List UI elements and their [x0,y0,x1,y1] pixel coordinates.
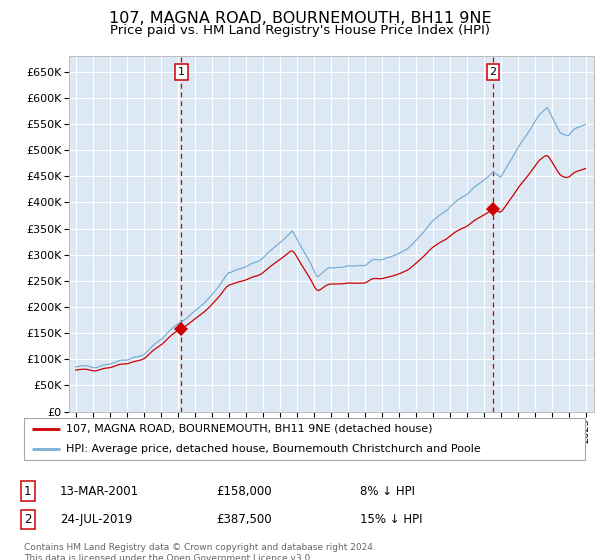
Text: Contains HM Land Registry data © Crown copyright and database right 2024.
This d: Contains HM Land Registry data © Crown c… [24,543,376,560]
Text: £158,000: £158,000 [216,484,272,498]
Text: 13-MAR-2001: 13-MAR-2001 [60,484,139,498]
Text: 8% ↓ HPI: 8% ↓ HPI [360,484,415,498]
Text: 24-JUL-2019: 24-JUL-2019 [60,513,133,526]
Text: 1: 1 [24,484,31,498]
Text: 2: 2 [490,67,497,77]
Text: 1: 1 [178,67,185,77]
Text: £387,500: £387,500 [216,513,272,526]
Text: 107, MAGNA ROAD, BOURNEMOUTH, BH11 9NE (detached house): 107, MAGNA ROAD, BOURNEMOUTH, BH11 9NE (… [66,424,433,434]
Text: HPI: Average price, detached house, Bournemouth Christchurch and Poole: HPI: Average price, detached house, Bour… [66,444,481,454]
Text: Price paid vs. HM Land Registry's House Price Index (HPI): Price paid vs. HM Land Registry's House … [110,24,490,36]
Text: 15% ↓ HPI: 15% ↓ HPI [360,513,422,526]
Text: 2: 2 [24,513,31,526]
Text: 107, MAGNA ROAD, BOURNEMOUTH, BH11 9NE: 107, MAGNA ROAD, BOURNEMOUTH, BH11 9NE [109,11,491,26]
